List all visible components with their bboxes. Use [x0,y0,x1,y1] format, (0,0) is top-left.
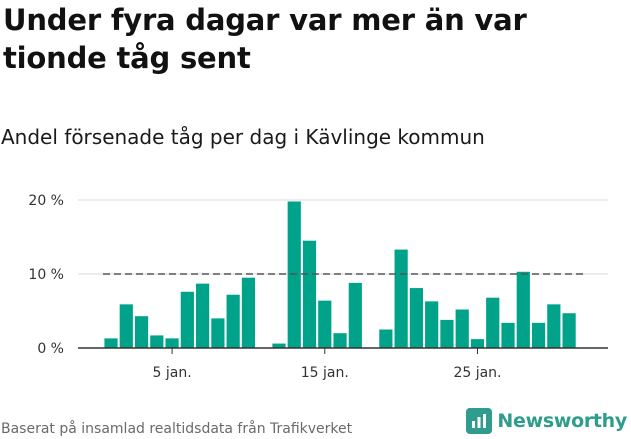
bar [470,339,485,348]
bar [196,283,210,348]
brand-logo: Newsworthy [466,408,627,434]
bar [379,329,393,348]
bar [531,322,546,348]
chart-subtitle: Andel försenade tåg per dag i Kävlinge k… [1,125,485,149]
bar [211,318,225,348]
x-tick-label: 25 jan. [453,365,501,381]
bar [226,294,240,348]
y-axis-tick-labels: 0 % 10 % 20 % [28,193,64,357]
bar [272,343,286,348]
bar [241,277,256,348]
y-tick-label: 10 % [28,267,64,283]
bar [104,338,118,348]
y-tick-label: 0 % [37,341,64,357]
bar [409,288,423,348]
bar [425,301,439,348]
x-axis: 5 jan. 15 jan. 25 jan. [78,347,608,381]
bar [501,322,515,348]
bar [348,282,362,348]
bar-chart: 0 % 10 % 20 % 5 jan. 15 jan. 25 jan. [28,193,608,381]
bar [165,338,179,348]
bar [134,316,149,348]
chart-title: Under fyra dagar var mer än var tionde t… [3,3,527,75]
brand-name: Newsworthy [497,410,627,432]
bar [486,297,500,348]
bar [180,291,194,348]
source-note: Baserat på insamlad realtidsdata från Tr… [1,421,353,437]
bar [150,335,164,348]
bar [333,333,347,348]
bar [562,313,576,348]
bar [440,319,454,348]
bars [104,201,576,348]
y-tick-label: 20 % [28,193,64,209]
bar [516,271,530,348]
newsworthy-logo-icon [466,408,493,434]
bar [119,304,133,348]
bar [394,249,408,348]
bar [455,309,469,348]
bar [318,300,332,348]
x-tick-label: 5 jan. [153,365,192,381]
bar [302,240,317,348]
bar [547,304,561,348]
grid-lines [78,199,608,275]
x-tick-label: 15 jan. [301,365,349,381]
